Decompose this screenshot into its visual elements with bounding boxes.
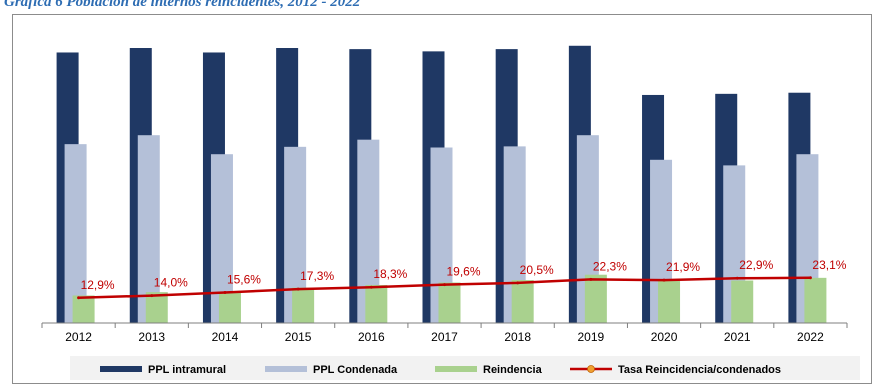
x-tick-label: 2016 — [358, 330, 385, 344]
x-tick-label: 2021 — [724, 330, 751, 344]
rate-data-label: 12,9% — [81, 278, 115, 292]
bars-group — [56, 45, 827, 324]
rate-data-label: 14,0% — [154, 276, 188, 290]
bar-condenada-2016 — [357, 139, 380, 323]
bar-condenada-2015 — [284, 146, 307, 323]
rate-data-label: 21,9% — [666, 260, 700, 274]
x-axis: 2012 2013 2014 2015 2016 2017 2018 2019 2020 2021… — [41, 322, 848, 344]
legend-label: Reindencia — [483, 364, 543, 376]
legend-swatch — [265, 366, 307, 372]
x-tick-label: 2017 — [431, 330, 458, 344]
x-tick-label: 2012 — [65, 330, 92, 344]
bar-reincidencia-2015 — [292, 287, 315, 323]
bar-condenada-2012 — [64, 144, 87, 323]
x-tick-label: 2022 — [797, 330, 824, 344]
rate-point-2020 — [662, 278, 666, 282]
bar-reincidencia-2021 — [731, 280, 754, 323]
bar-reincidencia-2013 — [145, 292, 168, 323]
rate-data-label: 17,3% — [300, 269, 334, 283]
x-tick-label: 2019 — [578, 330, 605, 344]
bar-reincidencia-2012 — [72, 295, 95, 323]
rate-data-label: 22,9% — [739, 258, 773, 272]
bar-reincidencia-2016 — [365, 284, 388, 323]
rate-point-2012 — [77, 296, 81, 300]
bar-reincidencia-2018 — [511, 280, 534, 323]
rate-data-label: 18,3% — [373, 267, 407, 281]
bar-reincidencia-2017 — [438, 282, 461, 323]
bar-reincidencia-2019 — [584, 274, 607, 323]
legend-label: PPL Condenada — [313, 364, 398, 376]
x-tick-label: 2018 — [504, 330, 531, 344]
rate-data-label: 15,6% — [227, 272, 261, 286]
bar-condenada-2013 — [137, 135, 160, 323]
x-tick-label: 2020 — [651, 330, 678, 344]
bar-reincidencia-2020 — [658, 280, 681, 323]
rate-point-2021 — [735, 276, 739, 280]
rate-data-label: 19,6% — [447, 265, 481, 279]
rate-point-2018 — [516, 281, 520, 285]
rate-data-label: 23,1% — [812, 258, 846, 272]
chart-title: Gráfica 6 Población de internos reincide… — [4, 0, 361, 10]
bar-reincidencia-2022 — [804, 277, 827, 323]
legend-swatch — [100, 366, 142, 372]
rate-point-2014 — [223, 290, 227, 294]
rate-data-label: 20,5% — [520, 263, 554, 277]
bar-condenada-2017 — [430, 147, 453, 323]
legend-label: Tasa Reincidencia/condenados — [618, 364, 781, 376]
rate-data-label: 22,3% — [593, 259, 627, 273]
rate-point-2015 — [296, 287, 300, 291]
rate-point-2017 — [443, 283, 446, 287]
rate-point-2019 — [589, 277, 593, 281]
x-tick-label: 2015 — [285, 330, 312, 344]
rate-point-2016 — [369, 285, 373, 289]
legend-label: PPL intramural — [148, 364, 226, 376]
bar-condenada-2018 — [503, 146, 526, 323]
bar-reincidencia-2014 — [218, 291, 241, 323]
legend: PPL intramural PPL Condenada Reindencia Tas… — [70, 356, 860, 380]
rate-line-group: 12,9% 14,0% 15,6% 17,3% 18,3% 19,6% 20,5% 22,3%… — [77, 258, 847, 300]
rate-point-2022 — [808, 276, 812, 280]
bar-condenada-2014 — [210, 154, 233, 323]
x-tick-label: 2013 — [138, 330, 165, 344]
x-tick-label: 2014 — [212, 330, 239, 344]
legend-swatch — [435, 366, 477, 372]
rate-point-2013 — [150, 294, 154, 298]
legend-marker — [587, 365, 595, 373]
